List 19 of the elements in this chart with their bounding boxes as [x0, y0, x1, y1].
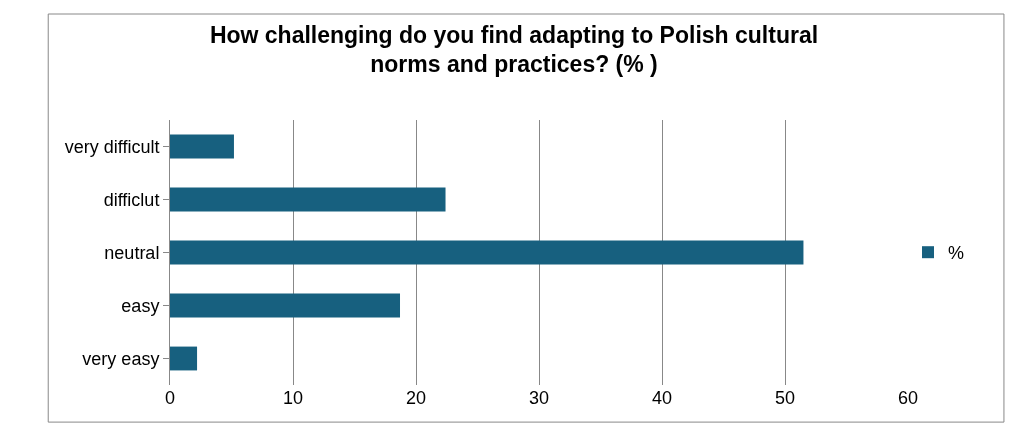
x-tick-label: 40: [651, 388, 673, 408]
y-tick-label: very easy: [82, 348, 160, 369]
bar: [170, 134, 234, 159]
x-tick-label: 20: [405, 388, 427, 408]
y-tick-label: easy: [121, 295, 160, 316]
y-tick-label: very difficult: [64, 136, 160, 157]
x-tick-label: 60: [897, 388, 919, 408]
legend-label: %: [948, 243, 965, 264]
bar: [170, 293, 401, 318]
x-tick-label: 0: [164, 388, 176, 408]
bar: [170, 346, 198, 371]
bar: [170, 187, 446, 212]
bar: [170, 240, 804, 265]
y-tick-label: neutral: [104, 242, 160, 263]
x-tick-label: 50: [774, 388, 796, 408]
chart-title: How challenging do you find adapting to Polish cultural norms and practices? (% ): [209, 21, 819, 78]
y-tick-label: difficlut: [103, 189, 160, 210]
x-tick-label: 30: [528, 388, 550, 408]
x-tick-label: 10: [282, 388, 304, 408]
